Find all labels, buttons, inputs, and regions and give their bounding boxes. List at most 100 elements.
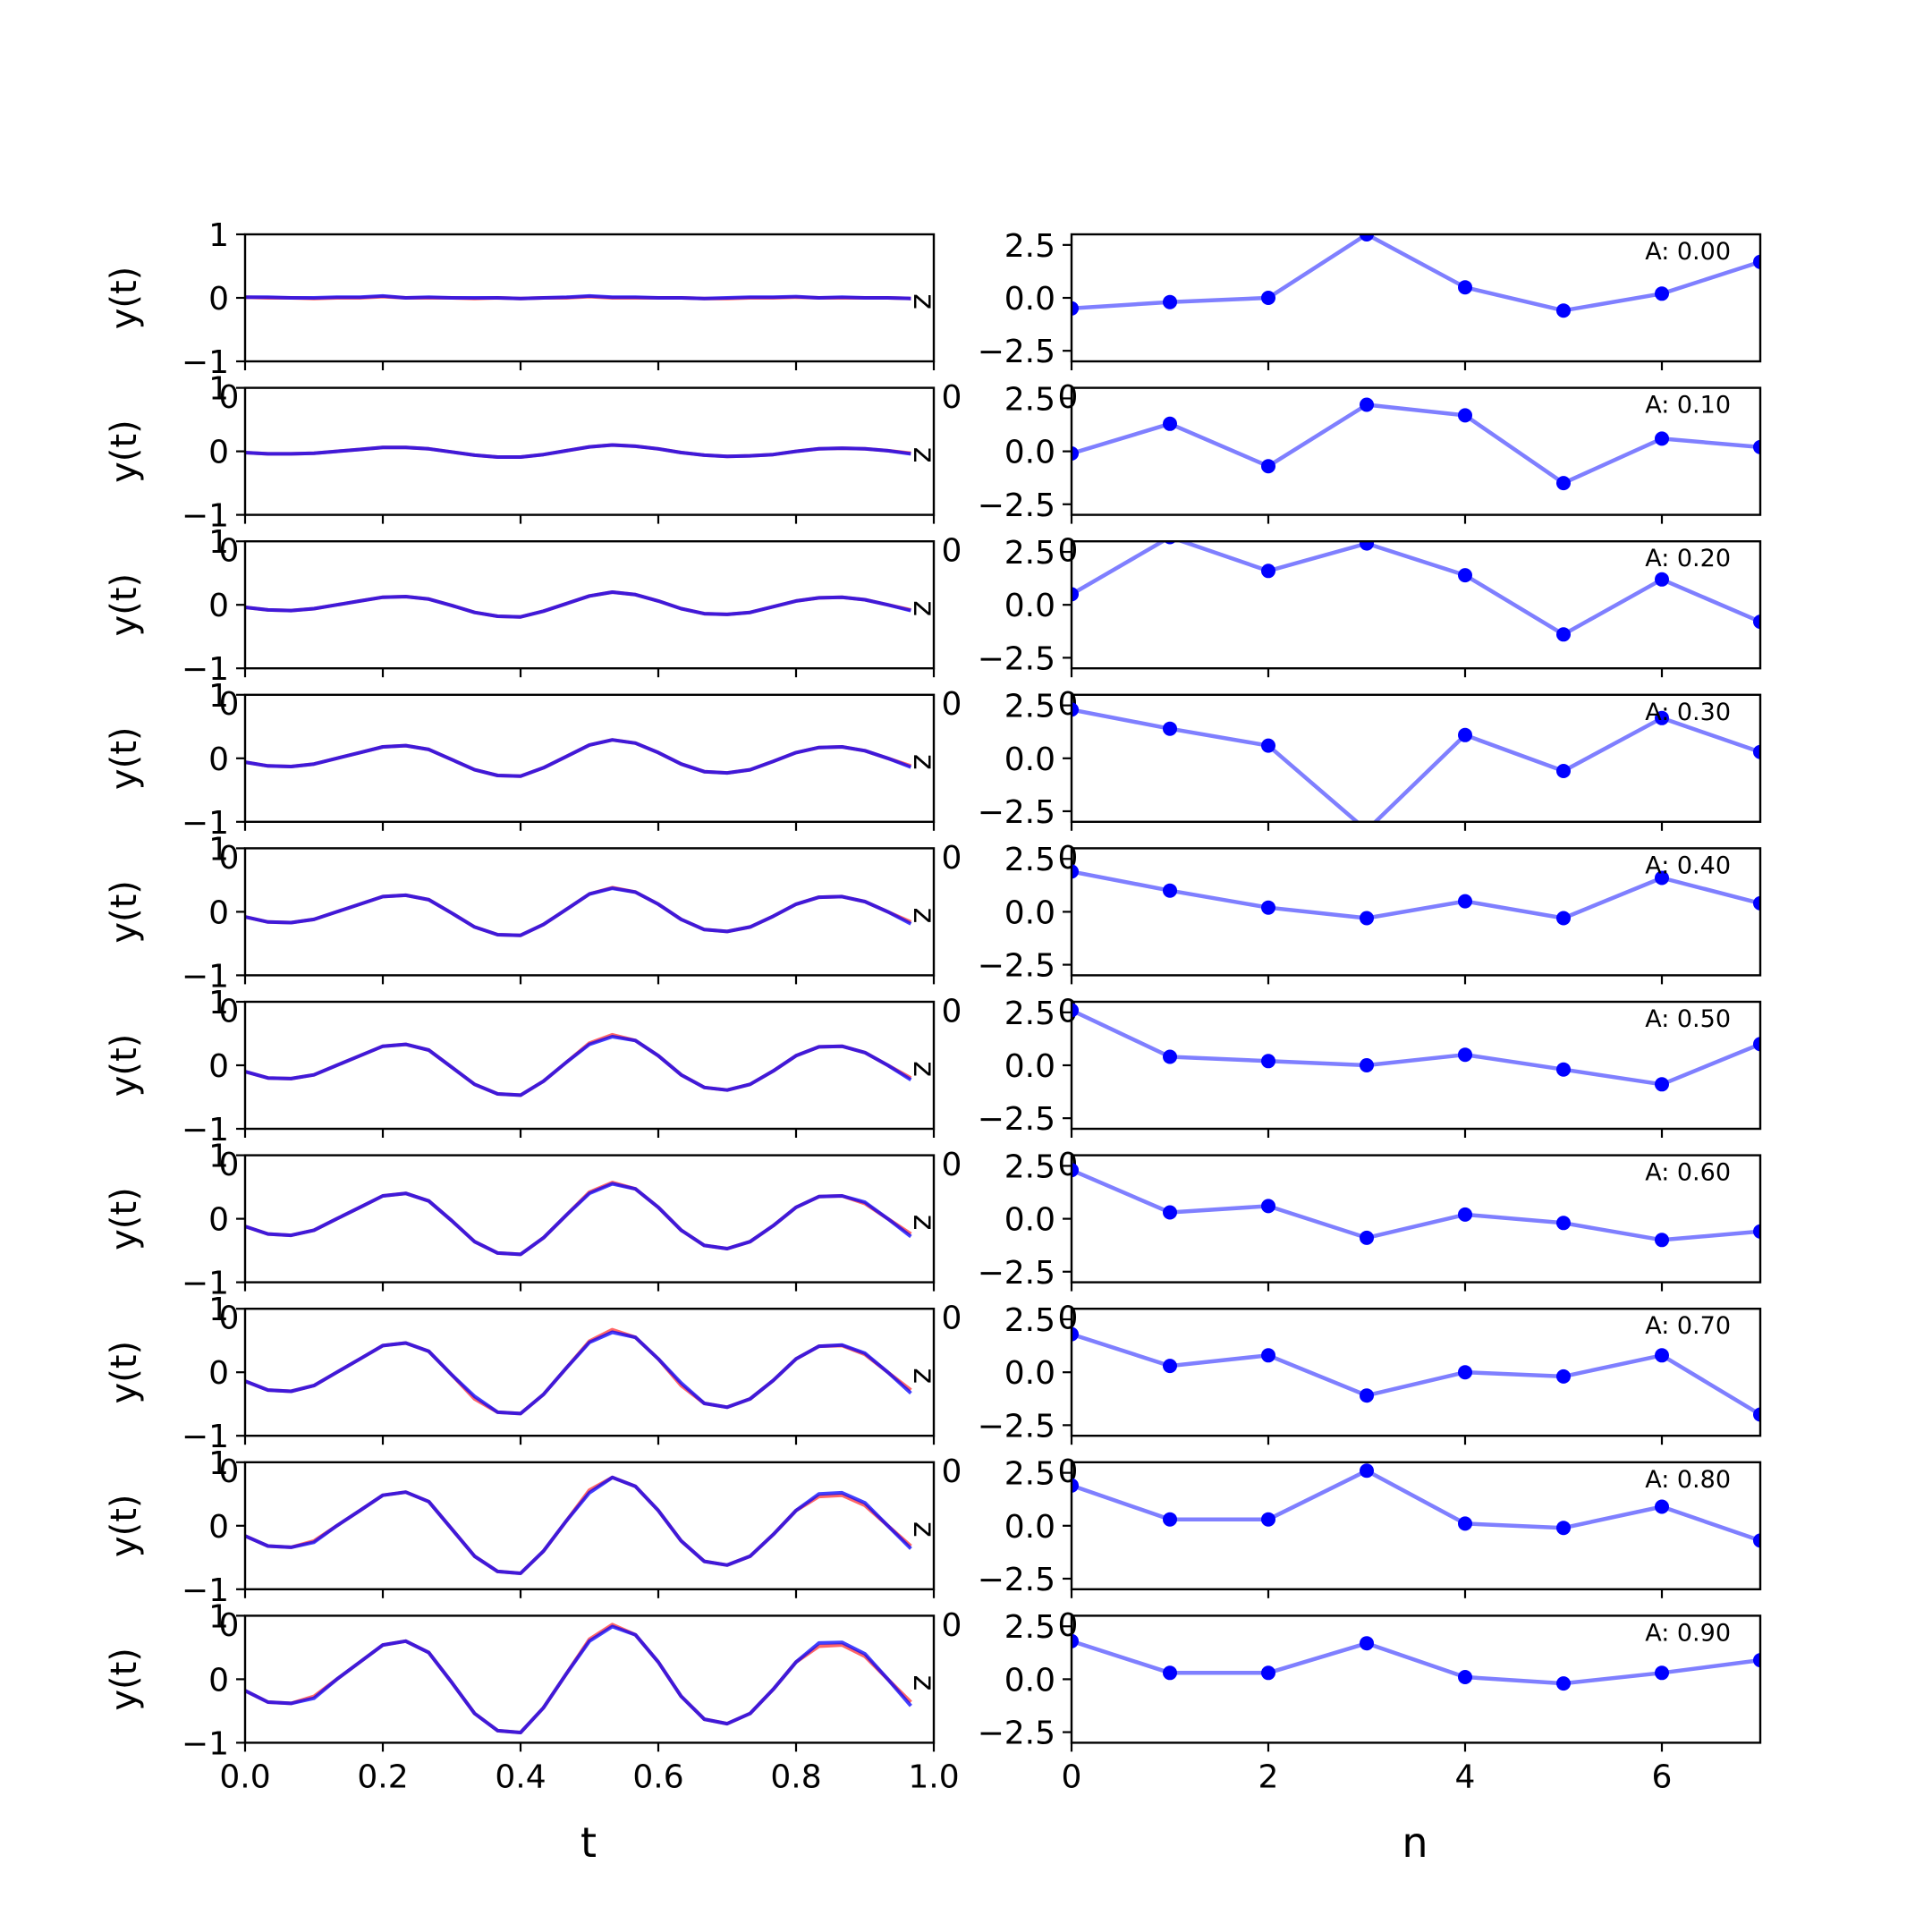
right-panel-amplitude-label: A: 0.80 [1645,1466,1731,1494]
right-series-line [1072,234,1760,313]
left-stray-z-label: z [906,1061,942,1077]
right-series-point [1556,1368,1571,1384]
right-series-point [1655,572,1669,587]
right-overlap-zero: 0 [942,1453,962,1490]
left-series-blue [244,1035,912,1097]
right-axes-frame [1070,1461,1762,1591]
left-x-tick-label: 0.6 [632,1758,683,1795]
right-panel-amplitude-label: A: 0.20 [1645,545,1731,572]
right-series-point [1753,614,1760,630]
left-y-tick-label: 1 [208,985,229,1021]
right-y-tick-label: 0.0 [1004,894,1055,931]
right-series-point [1072,1633,1079,1648]
right-series-point [1458,1365,1472,1380]
right-x-tick-label: 2 [1258,1758,1279,1795]
right-y-tick-label: −2.5 [978,1101,1055,1138]
right-series-point [1458,727,1472,742]
right-overlap-zero: 0 [942,840,962,877]
left-overlap-zero: 0 [219,1453,240,1490]
right-series-point [1556,627,1571,642]
right-plot-area [1072,234,1760,318]
right-series-point [1655,1348,1669,1363]
left-y-tick-label: 0 [208,588,229,624]
right-series-point [1163,1512,1177,1527]
left-y-axis-label: y(t) [104,880,145,944]
left-x-axis-label: t [580,1818,597,1867]
left-stray-z-label: z [906,754,942,770]
right-y-tick-label: 2.5 [1004,1148,1055,1185]
left-stray-z-label: z [906,1368,942,1384]
right-series-point [1072,1003,1079,1018]
left-overlap-zero: 0 [219,379,240,416]
right-panel-amplitude-label: A: 0.40 [1645,852,1731,879]
right-series-point [1261,291,1275,305]
left-y-tick-label: 1 [208,1292,229,1328]
right-series-point [1360,397,1374,412]
left-y-tick-label: 1 [208,1598,229,1635]
left-series-blue [244,1182,912,1257]
right-panel-3: 2.5 0.0 −2.5 0 0 A: 0.30 [942,689,1762,877]
right-series-point [1163,1205,1177,1220]
left-y-axis-label: y(t) [104,1495,145,1558]
right-plot-area [1072,397,1760,491]
right-series-point [1753,254,1760,269]
right-series-line [1072,1469,1760,1543]
right-panel-amplitude-label: A: 0.60 [1645,1159,1731,1187]
right-y-tick-label: 2.5 [1004,689,1055,725]
left-overlap-zero: 0 [219,1607,240,1644]
right-series-line [1072,541,1760,637]
left-axes-frame [243,233,936,363]
right-series-point [1655,1077,1669,1092]
right-plot-area [1072,1326,1760,1422]
right-series-point [1360,911,1374,926]
right-series-point [1360,1388,1374,1403]
right-panel-amplitude-label: A: 0.10 [1645,392,1731,419]
right-series-point [1072,1163,1079,1178]
right-series-point [1163,883,1177,898]
right-series-point [1163,416,1177,431]
left-y-tick-label: 1 [208,1445,229,1482]
left-overlap-zero: 0 [219,840,240,877]
left-y-tick-label: −1 [182,1572,229,1609]
right-series-point [1072,446,1079,461]
left-y-tick-label: 1 [208,524,229,561]
right-series-line [1072,708,1760,822]
right-series-point [1655,1665,1669,1681]
left-y-axis-label: y(t) [104,267,145,330]
right-series-point [1163,1049,1177,1064]
right-series-point [1753,1653,1760,1668]
right-panel-1: 2.5 0.0 −2.5 0 0 A: 0.10 [942,381,1762,570]
right-plot-area [1072,864,1760,926]
right-series-line [1072,402,1760,486]
right-series-point [1753,895,1760,911]
right-series-point [1753,1407,1760,1422]
left-y-tick-label: −1 [182,1266,229,1302]
right-series-point [1753,1037,1760,1052]
right-plot-area [1072,1633,1760,1691]
right-panel-0: 2.50.0−2.50 0A: 0.00 [942,228,1762,416]
right-axes-frame [1070,540,1762,670]
right-y-tick-label: 0.0 [1004,588,1055,624]
left-y-tick-label: 1 [208,678,229,715]
left-y-tick-label: −1 [182,651,229,688]
right-overlap-zero: 0 [942,1607,962,1644]
left-series-blue [244,738,912,778]
right-series-point [1360,1230,1374,1245]
right-y-tick-label: −2.5 [978,640,1055,677]
right-y-tick-label: 0.0 [1004,281,1055,318]
right-series-point [1753,744,1760,759]
left-axes-frame [243,540,936,670]
right-series-point [1360,1058,1374,1072]
right-series-point [1556,1676,1571,1691]
right-axes-frame [1070,386,1762,516]
right-series-point [1163,721,1177,736]
left-y-tick-label: 0 [208,1355,229,1392]
right-series-point [1556,911,1571,926]
left-y-tick-label: 0 [208,894,229,931]
right-x-tick-label: 0 [1062,1758,1082,1795]
left-x-tick-label: 0.8 [770,1758,821,1795]
